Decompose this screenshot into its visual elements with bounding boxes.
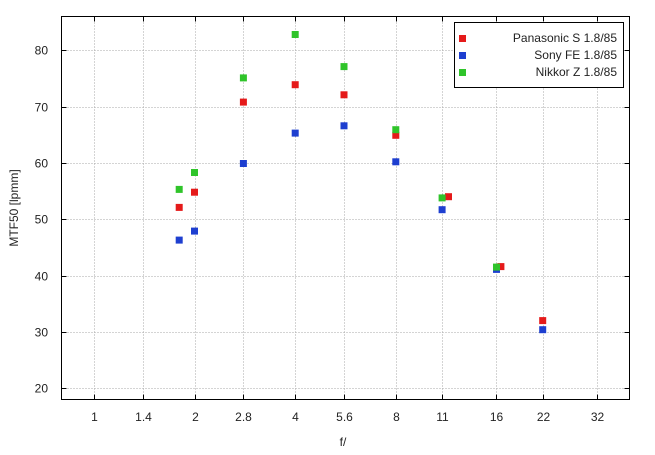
data-point-nikkor: [438, 194, 446, 202]
data-point-nikkor: [392, 126, 400, 134]
data-point-sony: [175, 236, 183, 244]
legend: Panasonic S 1.8/85 Sony FE 1.8/85 Nikkor…: [454, 22, 624, 88]
legend-marker-nikkor: [459, 69, 466, 76]
data-point-sony: [392, 158, 400, 166]
data-point-sony: [539, 326, 547, 334]
data-point-sony: [340, 122, 348, 130]
data-point-sony: [291, 129, 299, 137]
x-tick-label: 1.4: [135, 410, 152, 424]
x-tick-label: 2: [192, 410, 199, 424]
data-point-nikkor: [175, 185, 183, 193]
legend-box: [454, 22, 624, 88]
y-axis-title: MTF50 [lpmm]: [7, 169, 21, 246]
x-tick-label: 32: [591, 410, 605, 424]
data-point-panasonic: [392, 131, 400, 139]
x-tick-label: 2.8: [235, 410, 252, 424]
axis-ticks: 1 1.4 2 2.8 4 5.6 8 11 16 22 32 20 30 40 50 60 70 80: [35, 16, 630, 424]
y-tick-label: 40: [35, 270, 49, 284]
data-point-panasonic: [539, 317, 547, 325]
data-point-panasonic: [497, 263, 505, 271]
data-point-panasonic: [239, 98, 247, 106]
x-tick-label: 1: [91, 410, 98, 424]
y-tick-label: 20: [35, 382, 49, 396]
data-point-nikkor: [340, 63, 348, 71]
data-point-panasonic: [291, 81, 299, 89]
data-points: [175, 31, 547, 334]
data-point-nikkor: [239, 74, 247, 82]
data-point-sony: [239, 160, 247, 167]
y-tick-label: 70: [35, 101, 49, 115]
data-point-panasonic: [175, 203, 183, 211]
x-tick-label: 22: [537, 410, 551, 424]
y-tick-label: 30: [35, 326, 49, 340]
y-tick-label: 60: [35, 157, 49, 171]
legend-label-nikkor: Nikkor Z 1.8/85: [536, 65, 618, 79]
data-point-sony: [191, 227, 198, 235]
legend-label-sony: Sony FE 1.8/85: [534, 48, 617, 62]
legend-label-panasonic: Panasonic S 1.8/85: [513, 31, 617, 45]
x-tick-label: 5.6: [336, 410, 353, 424]
y-tick-label: 80: [35, 44, 49, 58]
data-point-panasonic: [340, 91, 348, 99]
data-point-panasonic: [191, 188, 198, 196]
data-point-nikkor: [191, 169, 198, 176]
data-point-nikkor: [493, 263, 500, 271]
x-tick-label: 16: [490, 410, 504, 424]
x-axis-title: f/: [340, 435, 347, 449]
legend-marker-sony: [459, 52, 466, 59]
x-tick-label: 8: [393, 410, 400, 424]
x-tick-label: 4: [292, 410, 299, 424]
x-tick-label: 11: [436, 410, 449, 424]
data-point-panasonic: [445, 193, 452, 201]
data-point-nikkor: [291, 31, 299, 38]
y-tick-label: 50: [35, 213, 49, 227]
data-point-sony: [438, 206, 446, 214]
legend-marker-panasonic: [459, 35, 466, 42]
plot-frame: [61, 16, 630, 400]
